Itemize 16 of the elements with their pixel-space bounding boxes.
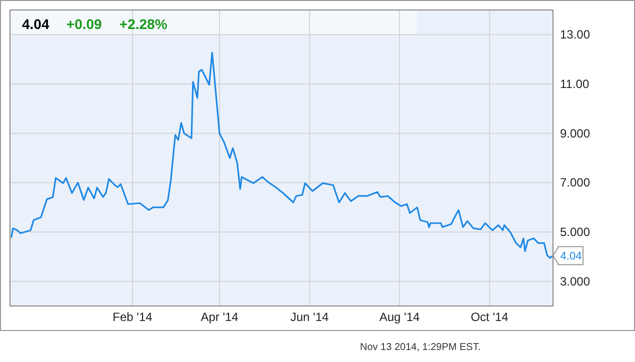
- annotation: +2.28%: [119, 16, 168, 32]
- x-tick-label: Apr '14: [200, 310, 239, 324]
- y-tick-label: 3.000: [560, 274, 590, 288]
- annotation: 4.04: [22, 16, 50, 32]
- y-tick-label: 11.00: [560, 77, 590, 91]
- x-tick-label: Aug '14: [379, 310, 420, 324]
- x-tick-label: Feb '14: [112, 310, 153, 324]
- text: Nov 13 2014, 1:29PM EST.: [360, 342, 481, 353]
- x-tick-label: Jun '14: [290, 310, 330, 324]
- y-tick-label: 5.000: [560, 225, 590, 239]
- x-tick-label: Oct '14: [470, 310, 509, 324]
- y-tick-label: 7.000: [560, 176, 590, 190]
- annotation: 4.04: [560, 250, 582, 263]
- annotation: +0.09: [66, 16, 102, 32]
- y-tick-label: 13.00: [560, 28, 590, 42]
- y-tick-label: 9.000: [560, 126, 590, 140]
